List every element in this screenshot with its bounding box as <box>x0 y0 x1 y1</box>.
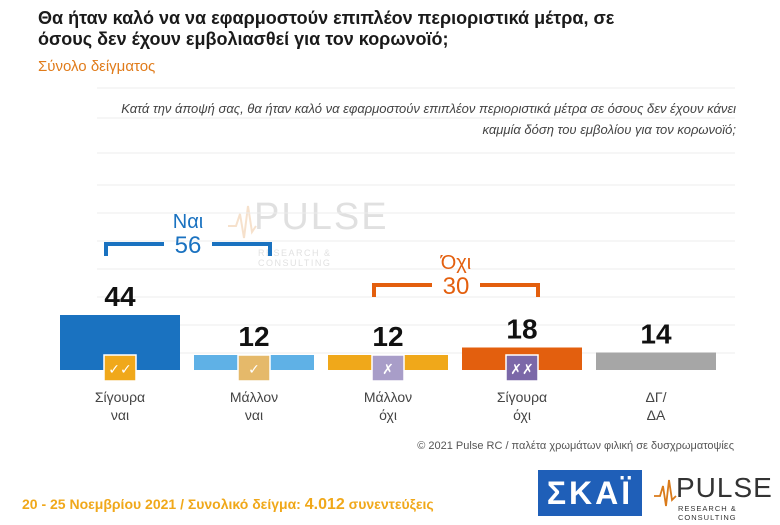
category-label: ΔΑ <box>647 407 666 423</box>
category-label: ΔΓ/ <box>646 389 667 405</box>
survey-footer: 20 - 25 Νοεμβρίου 2021 / Συνολικό δείγμα… <box>22 496 434 514</box>
group-bracket-right <box>212 242 272 256</box>
ecg-watermark-icon <box>228 205 257 239</box>
pulse-watermark: PULSE RESEARCH & CONSULTING <box>228 196 408 268</box>
bar <box>596 352 716 370</box>
sample-size: 4.012 <box>304 496 345 513</box>
category-label: Σίγουρα <box>95 389 145 405</box>
ecg-logo-icon <box>654 479 677 507</box>
category-label: Σίγουρα <box>497 389 547 405</box>
check-icon-glyph: ✓ <box>248 362 260 378</box>
category-label: ναι <box>245 407 263 423</box>
pulse-logo: PULSE RESEARCH & CONSULTING <box>654 472 774 522</box>
group-bracket-left <box>372 283 432 297</box>
watermark-sub: RESEARCH & CONSULTING <box>258 248 332 268</box>
survey-question: Κατά την άποψή σας, θα ήταν καλό να εφαρ… <box>121 101 736 137</box>
cross-icon <box>371 354 405 382</box>
double-cross-icon-glyph: ✗✗ <box>510 362 533 378</box>
group-bracket-left <box>104 242 164 256</box>
watermark-word: PULSE <box>254 196 389 238</box>
pulse-logo-sub: RESEARCH & CONSULTING <box>678 504 737 522</box>
sample-suffix: συνεντεύξεις <box>348 496 434 512</box>
value-label: 18 <box>506 314 537 345</box>
category-label: Μάλλον <box>230 389 278 405</box>
value-label: 44 <box>104 281 136 312</box>
survey-dates: 20 - 25 Νοεμβρίου 2021 / Συνολικό δείγμα… <box>22 496 301 512</box>
group-total: 30 <box>443 273 470 300</box>
category-label: Μάλλον <box>364 389 412 405</box>
group-label: Όχι <box>440 252 471 274</box>
double-cross-icon <box>505 354 539 382</box>
pulse-logo-word: PULSE <box>676 472 773 503</box>
chart-title: Θα ήταν καλό να να εφαρμοστούν επιπλέον … <box>38 8 615 49</box>
double-check-icon-glyph: ✓✓ <box>108 362 131 378</box>
category-label: όχι <box>379 407 397 423</box>
group-label: Ναι <box>173 211 203 233</box>
check-icon <box>237 354 271 382</box>
value-label: 14 <box>640 319 672 350</box>
skai-logo: ΣΚΑΪ <box>538 470 642 516</box>
group-bracket-right <box>480 283 540 297</box>
value-label: 12 <box>372 321 403 352</box>
chart-subtitle: Σύνολο δείγματος <box>38 58 156 75</box>
double-check-icon <box>103 354 137 382</box>
value-label: 12 <box>238 321 269 352</box>
group-total: 56 <box>175 232 202 259</box>
category-label: ναι <box>111 407 129 423</box>
cross-icon-glyph: ✗ <box>382 362 394 378</box>
category-label: όχι <box>513 407 531 423</box>
copyright-note: © 2021 Pulse RC / παλέτα χρωμάτων φιλική… <box>417 440 734 452</box>
